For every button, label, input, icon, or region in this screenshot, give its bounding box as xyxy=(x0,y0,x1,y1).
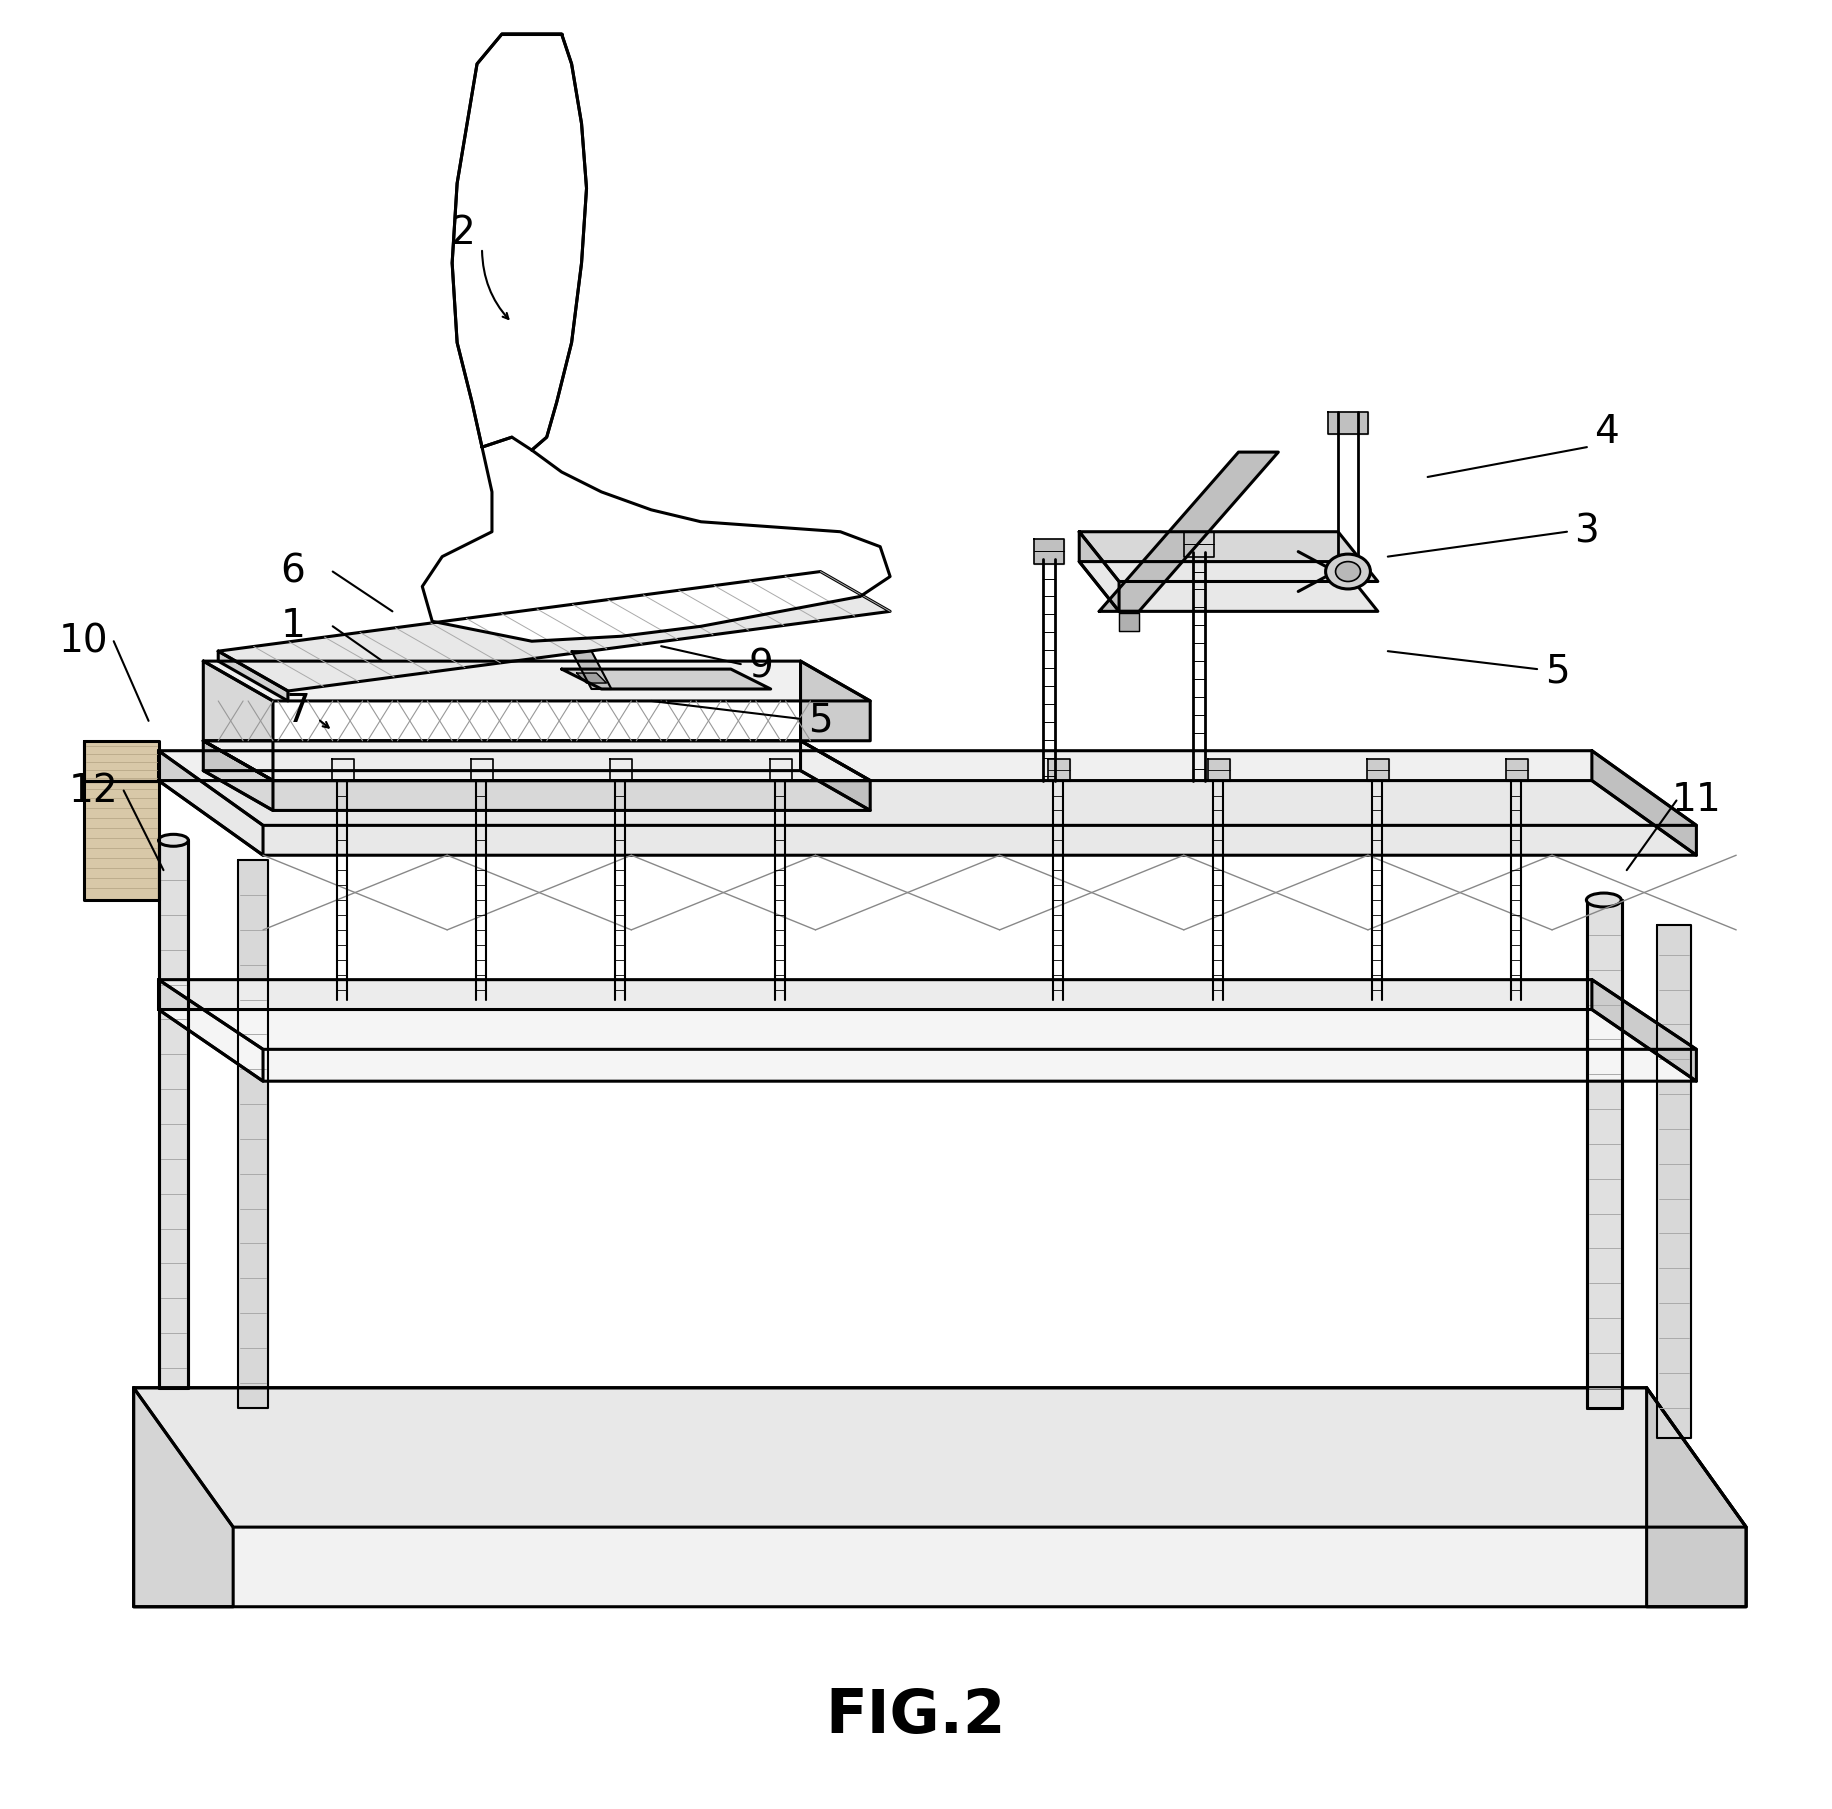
Polygon shape xyxy=(203,740,870,780)
Polygon shape xyxy=(801,740,870,810)
Polygon shape xyxy=(134,1388,233,1606)
Polygon shape xyxy=(1367,758,1389,780)
Polygon shape xyxy=(158,1009,1695,1082)
Text: 9: 9 xyxy=(747,648,773,686)
Polygon shape xyxy=(1645,1388,1746,1606)
Polygon shape xyxy=(1207,758,1229,780)
Polygon shape xyxy=(1587,901,1621,1407)
Polygon shape xyxy=(577,673,606,684)
Text: 5: 5 xyxy=(808,702,832,740)
Polygon shape xyxy=(471,758,493,780)
Polygon shape xyxy=(769,758,791,780)
Polygon shape xyxy=(1328,412,1367,434)
Text: 6: 6 xyxy=(280,552,306,590)
Polygon shape xyxy=(421,438,890,640)
Polygon shape xyxy=(1079,532,1378,581)
Polygon shape xyxy=(610,758,632,780)
Polygon shape xyxy=(801,660,870,740)
Text: FIG.2: FIG.2 xyxy=(824,1686,1006,1746)
Polygon shape xyxy=(572,651,612,689)
Ellipse shape xyxy=(1325,554,1370,590)
Polygon shape xyxy=(1590,980,1695,1082)
Polygon shape xyxy=(158,980,1695,1049)
Polygon shape xyxy=(158,780,1695,856)
Text: 12: 12 xyxy=(70,771,119,809)
Polygon shape xyxy=(1183,532,1213,557)
Polygon shape xyxy=(218,572,890,691)
Polygon shape xyxy=(1048,758,1070,780)
Text: 7: 7 xyxy=(286,691,310,729)
Polygon shape xyxy=(218,651,288,700)
Ellipse shape xyxy=(1585,894,1619,906)
Polygon shape xyxy=(158,980,262,1082)
Text: 1: 1 xyxy=(280,608,306,646)
Polygon shape xyxy=(158,751,1695,825)
Text: 2: 2 xyxy=(449,213,474,251)
Polygon shape xyxy=(1656,924,1691,1438)
Ellipse shape xyxy=(158,834,189,847)
Polygon shape xyxy=(158,751,262,856)
Polygon shape xyxy=(238,861,267,1407)
Polygon shape xyxy=(332,758,354,780)
Ellipse shape xyxy=(1336,561,1359,581)
Polygon shape xyxy=(1590,751,1695,856)
Polygon shape xyxy=(561,669,769,689)
Polygon shape xyxy=(134,1388,1746,1606)
Polygon shape xyxy=(1099,452,1277,611)
Polygon shape xyxy=(158,841,189,1388)
Polygon shape xyxy=(134,1388,1746,1527)
Polygon shape xyxy=(84,780,158,901)
Polygon shape xyxy=(1079,532,1119,611)
Polygon shape xyxy=(453,34,586,450)
Polygon shape xyxy=(1033,539,1064,564)
Polygon shape xyxy=(203,660,870,700)
Polygon shape xyxy=(203,771,870,810)
Text: 10: 10 xyxy=(59,622,108,660)
Polygon shape xyxy=(1079,561,1378,611)
Polygon shape xyxy=(203,660,273,780)
Text: 4: 4 xyxy=(1594,412,1618,450)
Polygon shape xyxy=(203,740,870,780)
Polygon shape xyxy=(1506,758,1528,780)
Polygon shape xyxy=(203,740,273,810)
Polygon shape xyxy=(1119,613,1138,631)
Polygon shape xyxy=(84,740,158,780)
Text: 11: 11 xyxy=(1671,781,1720,819)
Text: 3: 3 xyxy=(1574,512,1598,550)
Text: 5: 5 xyxy=(1544,651,1568,689)
